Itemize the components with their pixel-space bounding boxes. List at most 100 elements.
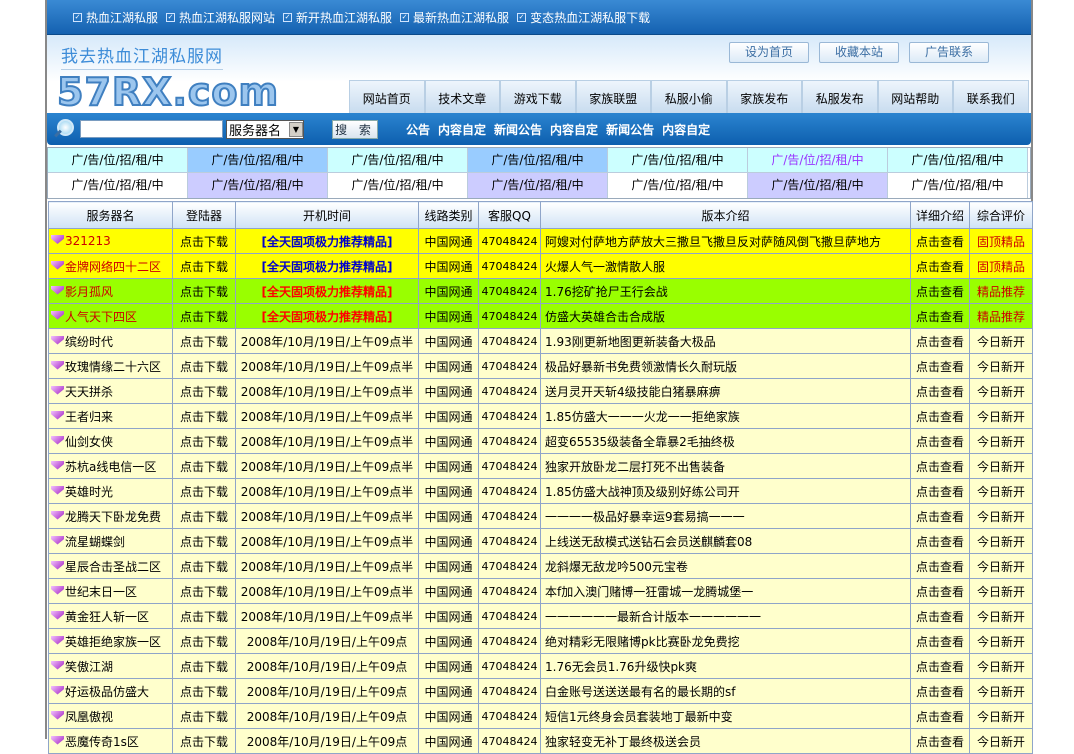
cell-dl[interactable]: 点击下载	[172, 603, 236, 629]
ad-slot[interactable]: 广/告/位/招/租/中	[888, 173, 1028, 198]
cell-name[interactable]: 仙剑女侠	[48, 428, 173, 454]
cell-dl[interactable]: 点击下载	[172, 478, 236, 504]
cell-name[interactable]: 321213	[48, 228, 173, 254]
ad-slot[interactable]: 广/告/位/招/租/中	[468, 148, 608, 172]
top-link[interactable]: ✓ 变态热血江湖私服下载	[517, 9, 650, 26]
top-link[interactable]: ✓ 热血江湖私服	[73, 9, 158, 26]
top-link[interactable]: ✓ 最新热血江湖私服	[400, 9, 509, 26]
ad-slot[interactable]: 广/告/位/招/租/中	[188, 173, 328, 198]
search-type-select[interactable]: 服务器名 ▼	[226, 119, 304, 139]
header-button[interactable]: 广告联系	[909, 42, 989, 63]
ad-slot[interactable]: 广/告/位/招/租/中	[48, 148, 188, 172]
cell-name[interactable]: 玫瑰情缘二十六区	[48, 353, 173, 379]
cell-detail[interactable]: 点击查看	[910, 603, 970, 629]
cell-detail[interactable]: 点击查看	[910, 703, 970, 729]
cell-detail[interactable]: 点击查看	[910, 353, 970, 379]
cell-dl[interactable]: 点击下载	[172, 728, 236, 754]
nav-tab[interactable]: 私服发布	[802, 80, 878, 113]
header-button[interactable]: 收藏本站	[819, 42, 899, 63]
ad-slot[interactable]: 广/告/位/招/租/中	[608, 173, 748, 198]
cell-dl[interactable]: 点击下载	[172, 503, 236, 529]
chevron-down-icon[interactable]: ▼	[289, 121, 303, 137]
cell-name[interactable]: 凤凰傲视	[48, 703, 173, 729]
cell-detail[interactable]: 点击查看	[910, 678, 970, 704]
top-link[interactable]: ✓ 新开热血江湖私服	[283, 9, 392, 26]
ad-slot[interactable]: 广/告/位/招/租/中	[748, 173, 888, 198]
cell-dl[interactable]: 点击下载	[172, 303, 236, 329]
cell-detail[interactable]: 点击查看	[910, 403, 970, 429]
cell-name[interactable]: 影月孤风	[48, 278, 173, 304]
cell-name[interactable]: 英雄时光	[48, 478, 173, 504]
cell-detail[interactable]: 点击查看	[910, 478, 970, 504]
cell-dl[interactable]: 点击下载	[172, 278, 236, 304]
nav-tab[interactable]: 游戏下载	[500, 80, 576, 113]
cell-dl[interactable]: 点击下载	[172, 253, 236, 279]
cell-detail[interactable]: 点击查看	[910, 253, 970, 279]
cell-dl[interactable]: 点击下载	[172, 428, 236, 454]
ad-slot[interactable]: 广/告/位/招/租/中	[888, 148, 1028, 172]
cell-name[interactable]: 流星蝴蝶剑	[48, 528, 173, 554]
notice-link[interactable]: 内容自定	[550, 122, 599, 137]
cell-detail[interactable]: 点击查看	[910, 278, 970, 304]
nav-tab[interactable]: 家族发布	[726, 80, 802, 113]
cell-detail[interactable]: 点击查看	[910, 578, 970, 604]
nav-tab[interactable]: 网站首页	[349, 80, 425, 113]
cell-dl[interactable]: 点击下载	[172, 328, 236, 354]
cell-detail[interactable]: 点击查看	[910, 553, 970, 579]
cell-dl[interactable]: 点击下载	[172, 403, 236, 429]
cell-detail[interactable]: 点击查看	[910, 528, 970, 554]
ad-slot[interactable]: 广/告/位/招/租/中	[328, 173, 468, 198]
top-link[interactable]: ✓ 热血江湖私服网站	[166, 9, 275, 26]
cell-name[interactable]: 恶魔传奇1s区	[48, 728, 173, 754]
notice-link[interactable]: 内容自定	[662, 122, 711, 137]
cell-detail[interactable]: 点击查看	[910, 728, 970, 754]
nav-tab[interactable]: 私服小偷	[651, 80, 727, 113]
ad-slot[interactable]: 广/告/位/招/租/中	[48, 173, 188, 198]
ad-slot[interactable]: 广/告/位/招/租/中	[328, 148, 468, 172]
nav-tab[interactable]: 家族联盟	[575, 80, 651, 113]
cell-name[interactable]: 人气天下四区	[48, 303, 173, 329]
cell-name[interactable]: 好运极品仿盛大	[48, 678, 173, 704]
notice-link[interactable]: 公告	[406, 122, 431, 137]
cell-dl[interactable]: 点击下载	[172, 378, 236, 404]
notice-link[interactable]: 新闻公告	[606, 122, 655, 137]
nav-tab[interactable]: 联系我们	[953, 80, 1029, 113]
cell-dl[interactable]: 点击下载	[172, 228, 236, 254]
ad-slot[interactable]: 广/告/位/招/租/中	[748, 148, 888, 172]
cell-detail[interactable]: 点击查看	[910, 428, 970, 454]
cell-name[interactable]: 王者归来	[48, 403, 173, 429]
ad-slot[interactable]: 广/告/位/招/租/中	[608, 148, 748, 172]
notice-link[interactable]: 新闻公告	[494, 122, 543, 137]
site-logo[interactable]: 57RX.com	[56, 70, 280, 114]
cell-name[interactable]: 英雄拒绝家族一区	[48, 628, 173, 654]
cell-name[interactable]: 星辰合击圣战二区	[48, 553, 173, 579]
notice-link[interactable]: 内容自定	[438, 122, 487, 137]
cell-dl[interactable]: 点击下载	[172, 578, 236, 604]
cell-detail[interactable]: 点击查看	[910, 453, 970, 479]
cell-detail[interactable]: 点击查看	[910, 653, 970, 679]
cell-name[interactable]: 金牌网络四十二区	[48, 253, 173, 279]
cell-dl[interactable]: 点击下载	[172, 628, 236, 654]
ad-slot[interactable]: 广/告/位/招/租/中	[188, 148, 328, 172]
cell-name[interactable]: 世纪末日一区	[48, 578, 173, 604]
cell-dl[interactable]: 点击下载	[172, 703, 236, 729]
cell-dl[interactable]: 点击下载	[172, 653, 236, 679]
cell-detail[interactable]: 点击查看	[910, 628, 970, 654]
header-button[interactable]: 设为首页	[729, 42, 809, 63]
cell-name[interactable]: 龙腾天下卧龙免费	[48, 503, 173, 529]
cell-detail[interactable]: 点击查看	[910, 228, 970, 254]
search-input[interactable]	[80, 120, 223, 138]
cell-name[interactable]: 天天拼杀	[48, 378, 173, 404]
cell-dl[interactable]: 点击下载	[172, 528, 236, 554]
nav-tab[interactable]: 技术文章	[424, 80, 500, 113]
ad-slot[interactable]: 广/告/位/招/租/中	[468, 173, 608, 198]
search-button[interactable]: 搜 索	[332, 119, 378, 139]
cell-name[interactable]: 缤纷时代	[48, 328, 173, 354]
nav-tab[interactable]: 网站帮助	[877, 80, 953, 113]
cell-detail[interactable]: 点击查看	[910, 303, 970, 329]
cell-name[interactable]: 苏杭a线电信一区	[48, 453, 173, 479]
cell-detail[interactable]: 点击查看	[910, 328, 970, 354]
cell-dl[interactable]: 点击下载	[172, 353, 236, 379]
cell-dl[interactable]: 点击下载	[172, 678, 236, 704]
cell-name[interactable]: 笑傲江湖	[48, 653, 173, 679]
